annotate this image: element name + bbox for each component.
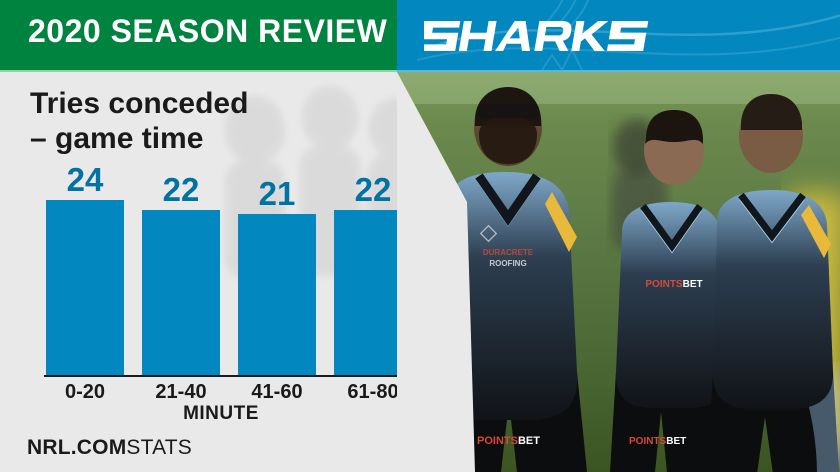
svg-text:POINTSBET: POINTSBET [645,279,702,290]
svg-text:POINTSBET: POINTSBET [629,436,686,447]
svg-text:DURACRETE: DURACRETE [483,248,534,257]
svg-text:ROOFING: ROOFING [489,259,526,268]
svg-text:POINTSBET: POINTSBET [477,435,540,447]
